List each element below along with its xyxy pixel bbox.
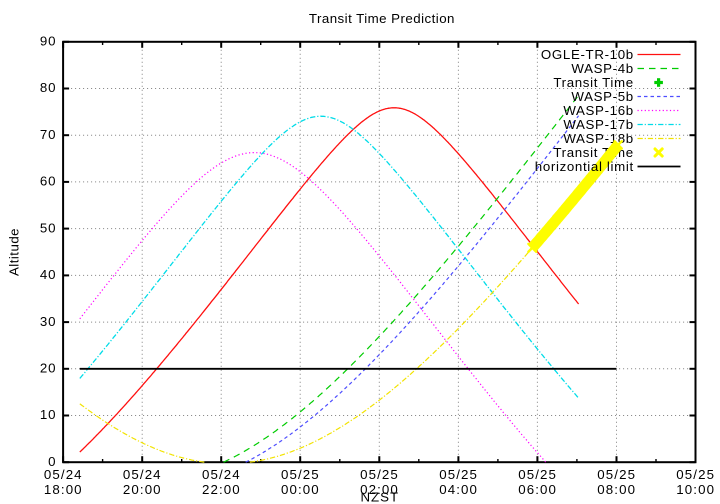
svg-text:00:00: 00:00 (281, 482, 320, 497)
svg-text:08:00: 08:00 (597, 482, 636, 497)
svg-text:50: 50 (40, 220, 56, 235)
svg-text:06:00: 06:00 (518, 482, 557, 497)
svg-text:Transit Time: Transit Time (553, 75, 633, 90)
svg-text:WASP-18b: WASP-18b (563, 131, 633, 146)
svg-text:90: 90 (40, 34, 56, 49)
svg-text:10: 10 (40, 407, 56, 422)
svg-text:05/25: 05/25 (676, 467, 715, 482)
svg-text:WASP-17b: WASP-17b (563, 117, 633, 132)
svg-text:30: 30 (40, 314, 56, 329)
svg-text:Transit Time Prediction: Transit Time Prediction (309, 11, 455, 26)
svg-text:80: 80 (40, 80, 56, 95)
svg-text:20:00: 20:00 (123, 482, 162, 497)
svg-text:Altitude: Altitude (7, 228, 22, 276)
svg-text:40: 40 (40, 267, 56, 282)
svg-text:05/24: 05/24 (123, 467, 162, 482)
svg-text:WASP-4b: WASP-4b (571, 61, 633, 76)
svg-text:02:00: 02:00 (360, 482, 399, 497)
svg-text:05/25: 05/25 (518, 467, 557, 482)
svg-text:22:00: 22:00 (202, 482, 241, 497)
svg-text:70: 70 (40, 127, 56, 142)
svg-text:05/24: 05/24 (44, 467, 83, 482)
svg-text:60: 60 (40, 174, 56, 189)
svg-text:WASP-5b: WASP-5b (571, 89, 633, 104)
svg-text:04:00: 04:00 (439, 482, 478, 497)
svg-text:0: 0 (48, 454, 56, 469)
svg-text:05/24: 05/24 (202, 467, 241, 482)
svg-text:OGLE-TR-10b: OGLE-TR-10b (541, 47, 634, 62)
svg-text:05/25: 05/25 (597, 467, 636, 482)
svg-text:18:00: 18:00 (44, 482, 83, 497)
svg-text:WASP-16b: WASP-16b (563, 103, 633, 118)
svg-text:05/25: 05/25 (281, 467, 320, 482)
svg-text:10:00: 10:00 (676, 482, 715, 497)
svg-text:20: 20 (40, 361, 56, 376)
svg-text:05/25: 05/25 (360, 467, 399, 482)
svg-text:NZST: NZST (360, 490, 399, 504)
svg-text:05/25: 05/25 (439, 467, 478, 482)
svg-text:horizontial limit: horizontial limit (535, 159, 634, 174)
